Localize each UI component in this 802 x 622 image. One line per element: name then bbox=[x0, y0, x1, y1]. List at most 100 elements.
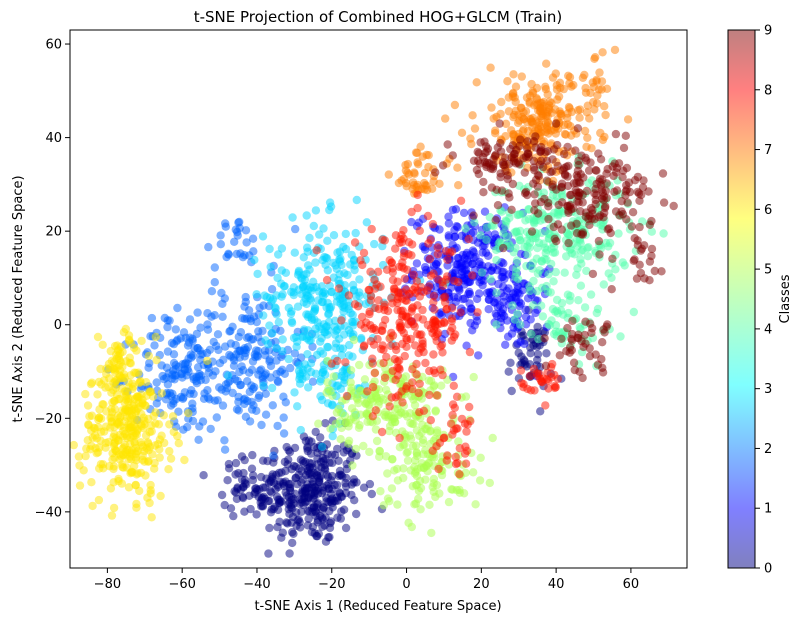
data-point bbox=[265, 523, 274, 533]
data-point bbox=[601, 202, 610, 211]
x-tick-label: −80 bbox=[94, 577, 121, 592]
data-point bbox=[508, 301, 517, 310]
data-point bbox=[317, 442, 327, 451]
data-point bbox=[453, 163, 462, 172]
data-point bbox=[443, 140, 452, 149]
data-point bbox=[328, 458, 337, 468]
data-point bbox=[144, 363, 153, 372]
data-point bbox=[629, 307, 638, 317]
data-point bbox=[313, 471, 322, 480]
data-point bbox=[415, 408, 424, 417]
data-point bbox=[455, 470, 464, 479]
data-point bbox=[497, 207, 506, 216]
data-point bbox=[363, 387, 372, 396]
data-point bbox=[302, 299, 311, 309]
data-point bbox=[497, 97, 506, 107]
data-point bbox=[399, 226, 408, 235]
data-point bbox=[575, 113, 584, 122]
data-point bbox=[376, 487, 385, 496]
data-point bbox=[530, 206, 539, 215]
data-point bbox=[527, 227, 537, 236]
data-point bbox=[365, 307, 374, 316]
data-point bbox=[409, 270, 418, 279]
data-point bbox=[449, 426, 459, 435]
data-point bbox=[450, 100, 460, 110]
data-point bbox=[296, 425, 305, 435]
data-point bbox=[312, 246, 321, 255]
data-point bbox=[640, 274, 649, 283]
data-point bbox=[457, 128, 467, 137]
data-point bbox=[572, 270, 581, 280]
data-point bbox=[554, 200, 563, 210]
data-point bbox=[288, 504, 297, 513]
data-point bbox=[602, 169, 611, 178]
data-point bbox=[319, 292, 328, 301]
data-point bbox=[309, 221, 318, 231]
data-point bbox=[441, 114, 450, 123]
data-point bbox=[259, 311, 268, 320]
data-point bbox=[583, 252, 593, 261]
data-point bbox=[658, 169, 668, 178]
data-point bbox=[216, 231, 225, 240]
data-point bbox=[383, 469, 392, 478]
data-point bbox=[609, 171, 618, 181]
data-point bbox=[571, 146, 580, 155]
data-point bbox=[88, 433, 97, 442]
data-point bbox=[331, 330, 340, 339]
data-point bbox=[330, 316, 340, 325]
data-point bbox=[480, 207, 490, 216]
data-point bbox=[428, 219, 438, 229]
data-point bbox=[337, 423, 346, 433]
data-point bbox=[249, 471, 258, 480]
data-point bbox=[550, 370, 559, 380]
data-point bbox=[594, 213, 604, 222]
data-point bbox=[431, 168, 440, 177]
data-point bbox=[234, 406, 243, 415]
data-point bbox=[370, 284, 380, 293]
data-point bbox=[416, 344, 426, 353]
data-point bbox=[624, 178, 634, 187]
data-point bbox=[432, 391, 442, 400]
data-point bbox=[396, 306, 406, 316]
data-point bbox=[107, 408, 117, 417]
data-point bbox=[519, 108, 528, 117]
data-point bbox=[341, 523, 351, 533]
data-point bbox=[551, 69, 560, 78]
data-point bbox=[378, 235, 387, 244]
data-point bbox=[647, 244, 657, 254]
data-point bbox=[575, 323, 584, 332]
data-point bbox=[295, 372, 305, 381]
data-point bbox=[347, 383, 356, 392]
data-point bbox=[344, 325, 354, 335]
data-point bbox=[250, 255, 259, 265]
data-point bbox=[414, 388, 423, 398]
data-point bbox=[461, 442, 470, 451]
data-point bbox=[476, 231, 485, 240]
data-point bbox=[150, 341, 159, 350]
data-point bbox=[557, 182, 567, 192]
data-point bbox=[114, 476, 123, 486]
data-point bbox=[359, 248, 369, 258]
data-point bbox=[166, 401, 176, 410]
data-point bbox=[310, 491, 319, 500]
data-point bbox=[534, 334, 543, 344]
data-point bbox=[452, 392, 462, 401]
data-point bbox=[356, 256, 365, 265]
data-point bbox=[538, 312, 548, 321]
data-point bbox=[586, 158, 595, 167]
data-point bbox=[630, 234, 639, 243]
data-point bbox=[412, 480, 421, 489]
data-point bbox=[245, 387, 254, 396]
data-point bbox=[425, 390, 434, 400]
data-point bbox=[335, 466, 345, 476]
data-point bbox=[135, 378, 144, 387]
data-point bbox=[580, 330, 589, 340]
data-point bbox=[408, 240, 417, 249]
data-point bbox=[203, 309, 212, 318]
data-point bbox=[431, 259, 441, 269]
data-point bbox=[595, 250, 604, 259]
data-point bbox=[318, 255, 327, 265]
data-point bbox=[217, 490, 227, 500]
data-point bbox=[87, 378, 97, 387]
data-point bbox=[132, 499, 141, 509]
